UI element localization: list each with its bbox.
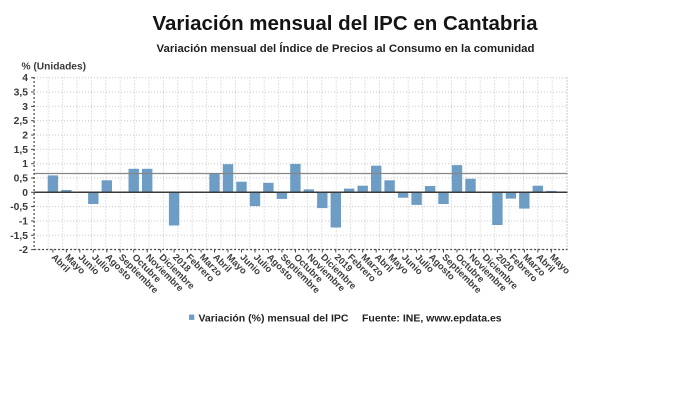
svg-text:Fuente: INE, www.epdata.es: Fuente: INE, www.epdata.es [362,313,502,325]
svg-text:% (Unidades): % (Unidades) [22,62,87,73]
svg-text:-0,5: -0,5 [10,202,28,213]
svg-text:0: 0 [22,188,28,199]
svg-text:3,5: 3,5 [14,88,29,99]
svg-text:2,5: 2,5 [14,116,29,127]
svg-text:Variación mensual del Índice d: Variación mensual del Índice de Precios … [157,42,535,55]
svg-text:4: 4 [22,73,28,84]
svg-text:1,5: 1,5 [14,145,29,156]
svg-text:-1,5: -1,5 [10,231,28,242]
svg-text:-2: -2 [19,245,28,256]
svg-text:Variación mensual del IPC en C: Variación mensual del IPC en Cantabria [152,12,538,35]
svg-text:Variación (%) mensual del IPC: Variación (%) mensual del IPC [199,313,349,325]
svg-text:-1: -1 [19,217,28,228]
svg-text:3: 3 [22,102,28,113]
svg-text:1: 1 [22,159,28,170]
svg-text:0,5: 0,5 [14,174,29,185]
svg-text:2: 2 [22,131,28,142]
